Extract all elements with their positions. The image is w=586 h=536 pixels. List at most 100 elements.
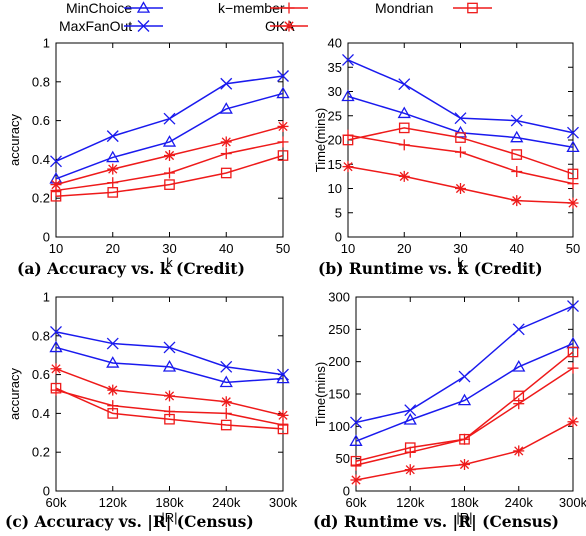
data-point-triangle-icon — [457, 393, 472, 406]
data-point-star-icon — [567, 416, 579, 428]
data-point-square-icon — [277, 150, 289, 161]
series-k-member — [342, 129, 579, 190]
x-axis-title: k — [166, 255, 173, 270]
data-point-star-icon — [220, 136, 232, 148]
series-oka — [350, 416, 579, 486]
legend-label: Mondrian — [375, 0, 433, 16]
y-tick-label: 0.8 — [32, 74, 50, 89]
data-point-square-icon — [50, 382, 62, 394]
data-point-plus-icon — [107, 177, 119, 189]
series-oka — [50, 363, 289, 421]
x-tick-label: 60k — [46, 495, 67, 510]
y-tick-label: 20 — [328, 133, 342, 148]
legend-label: MaxFanOut — [59, 18, 132, 34]
data-point-plus-icon — [164, 167, 175, 179]
x-tick-label: 20 — [397, 241, 411, 256]
series-minchoice — [49, 86, 290, 184]
series-line — [55, 331, 284, 376]
data-point-star-icon — [277, 409, 289, 421]
data-point-x-icon — [106, 337, 119, 350]
series-maxfanout — [350, 300, 579, 429]
data-point-triangle-icon — [162, 360, 177, 372]
y-tick-label: 1 — [43, 290, 50, 305]
data-point-plus-icon — [511, 166, 523, 178]
series-maxfanout — [342, 54, 579, 139]
legend-item-mondrian: Mondrian — [375, 0, 492, 16]
legend-marker-star-icon — [283, 20, 295, 32]
series-line — [55, 387, 284, 430]
y-axis-title: Time(mins) — [313, 362, 328, 427]
y-tick-label: 0.6 — [32, 113, 50, 128]
y-tick-label: 15 — [328, 157, 342, 172]
data-point-plus-icon — [350, 459, 362, 471]
x-tick-label: 180k — [450, 495, 479, 510]
x-tick-label: 50 — [566, 241, 580, 256]
legend-item-oka: OKA — [265, 18, 308, 34]
x-tick-label: 30 — [162, 241, 176, 256]
data-point-x-icon — [350, 416, 362, 429]
data-point-square-icon — [350, 455, 362, 467]
data-point-triangle-icon — [106, 150, 120, 163]
data-point-x-icon — [220, 360, 233, 373]
data-point-star-icon — [107, 384, 119, 396]
data-point-triangle-icon — [349, 434, 363, 446]
chart-caption: (c) Accuracy vs. |R| (Census) — [5, 512, 254, 531]
y-axis-title: Time(mins) — [313, 108, 328, 173]
data-point-square-icon — [50, 190, 62, 202]
y-tick-label: 0.4 — [32, 152, 50, 167]
series-line — [355, 342, 574, 442]
series-oka — [50, 120, 289, 191]
data-point-square-icon — [107, 408, 119, 419]
y-tick-label: 0 — [43, 230, 50, 245]
data-point-triangle-icon — [397, 106, 411, 119]
legend-marker-triangle-icon — [136, 1, 151, 13]
data-point-plus-icon — [220, 148, 232, 160]
data-point-x-icon — [567, 126, 579, 139]
data-point-plus-icon — [164, 405, 175, 417]
series-mondrian — [342, 122, 579, 180]
y-tick-label: 30 — [328, 84, 342, 99]
y-axis-title: accuracy — [7, 113, 22, 166]
x-tick-label: 240k — [505, 495, 534, 510]
chart-a: 0 0.2 0.4 0.6 0.8 1 10 20 30 40 50 k accuracy (a) Acc… — [7, 36, 290, 279]
chart-c: 0 0.2 0.4 0.6 0.8 1 60k 120k 180k 240k 300k |R| accu… — [5, 290, 298, 532]
y-tick-label: 5 — [335, 205, 342, 220]
chart-d: 0 50 100 150 200 250 300 60k 120k 180k 240k 300k |R|… — [313, 290, 586, 532]
y-tick-label: 50 — [336, 451, 350, 466]
chart-caption: (b) Runtime vs. k (Credit) — [318, 259, 543, 278]
x-tick-label: 120k — [396, 495, 425, 510]
data-point-square-icon — [511, 149, 523, 160]
data-point-triangle-icon — [403, 413, 417, 425]
data-point-star-icon — [277, 120, 289, 132]
data-point-square-icon — [277, 423, 289, 435]
data-point-x-icon — [50, 155, 62, 168]
data-point-triangle-icon — [512, 360, 526, 372]
data-point-star-icon — [220, 396, 232, 408]
series-line — [55, 346, 284, 384]
legend-marker-plus-icon — [283, 2, 295, 14]
plot-frame — [55, 42, 284, 238]
data-point-square-icon — [220, 167, 232, 179]
y-tick-label: 0.2 — [32, 191, 50, 206]
data-point-square-icon — [513, 390, 525, 402]
x-tick-label: 300k — [559, 495, 586, 510]
x-axis-title: k — [457, 255, 464, 270]
y-tick-label: 100 — [328, 419, 350, 434]
x-axis-title: |R| — [456, 510, 472, 525]
legend-item-minchoice: MinChoice — [66, 0, 163, 16]
y-tick-label: 10 — [328, 181, 342, 196]
data-point-triangle-icon — [276, 86, 290, 99]
data-point-x-icon — [220, 77, 233, 90]
x-tick-label: 10 — [49, 241, 63, 256]
data-point-x-icon — [163, 341, 176, 354]
y-tick-label: 0.4 — [32, 406, 50, 421]
data-point-triangle-icon — [49, 340, 63, 353]
data-point-plus-icon — [567, 178, 579, 190]
legend-label: k−member — [218, 0, 285, 16]
data-point-x-icon — [277, 70, 289, 82]
series-line — [55, 154, 284, 198]
y-tick-label: 0 — [335, 230, 342, 245]
data-point-square-icon — [459, 433, 470, 445]
series-line — [355, 351, 574, 462]
